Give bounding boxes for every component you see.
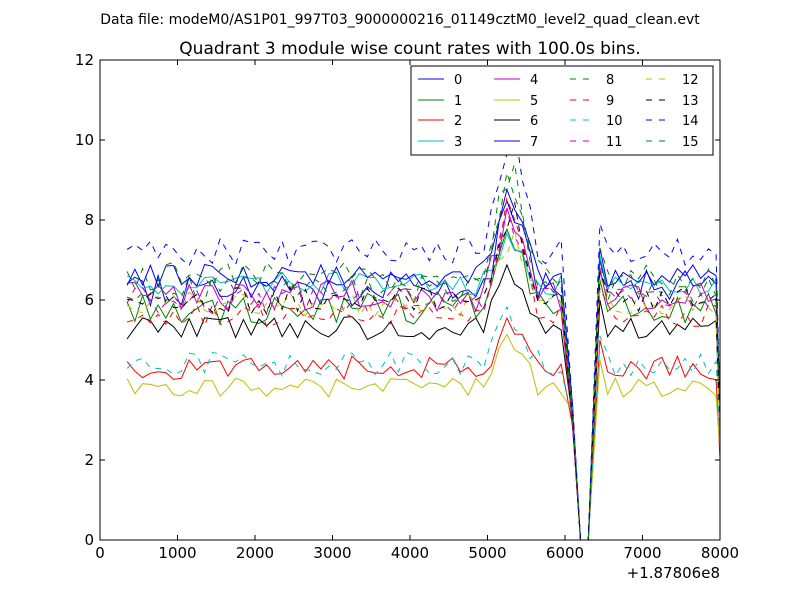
chart-title: Quadrant 3 module wise count rates with … (179, 39, 640, 59)
figure-suptitle: Data file: modeM0/AS1P01_997T03_90000002… (100, 12, 700, 28)
legend-label-2: 2 (454, 114, 462, 129)
series-line-7 (126, 187, 721, 541)
legend-label-8: 8 (606, 73, 614, 88)
series-layer (126, 127, 721, 541)
y-tick-label: 0 (84, 531, 94, 549)
series-line-3 (126, 232, 721, 541)
series-line-10 (126, 305, 721, 541)
legend-label-1: 1 (454, 94, 462, 109)
series-line-0 (126, 199, 721, 541)
y-tick-label: 12 (75, 51, 94, 69)
x-tick-label: 7000 (623, 544, 661, 562)
x-tick-label: 5000 (468, 544, 506, 562)
x-tick-label: 0 (95, 544, 105, 562)
legend-label-15: 15 (682, 135, 699, 150)
x-tick-label: 6000 (546, 544, 584, 562)
series-line-13 (127, 202, 721, 541)
series-line-15 (126, 163, 721, 541)
x-tick-label: 2000 (236, 544, 274, 562)
series-line-1 (126, 227, 721, 541)
series-line-6 (126, 263, 721, 541)
legend-label-9: 9 (606, 94, 614, 109)
y-tick-label: 6 (84, 291, 94, 309)
legend-label-12: 12 (682, 73, 699, 88)
legend-label-0: 0 (454, 73, 462, 88)
legend-label-6: 6 (530, 114, 538, 129)
legend-label-3: 3 (454, 135, 462, 150)
legend-label-13: 13 (682, 94, 699, 109)
legend-label-4: 4 (530, 73, 538, 88)
y-tick-label: 2 (84, 451, 94, 469)
legend-box (410, 65, 714, 156)
y-tick-label: 8 (84, 211, 94, 229)
legend-label-7: 7 (530, 135, 538, 150)
x-tick-label: 8000 (701, 544, 739, 562)
series-line-9 (126, 197, 721, 541)
legend-label-5: 5 (530, 94, 538, 109)
x-tick-label: 3000 (313, 544, 351, 562)
legend-label-10: 10 (606, 114, 623, 129)
series-line-2 (126, 316, 721, 541)
series-line-8 (126, 172, 721, 541)
series-line-14 (126, 127, 721, 541)
y-tick-label: 4 (84, 371, 94, 389)
x-tick-label: 4000 (391, 544, 429, 562)
x-offset-label: +1.87806e8 (627, 564, 720, 582)
x-tick-label: 1000 (158, 544, 196, 562)
series-line-5 (126, 333, 721, 541)
legend-label-14: 14 (682, 114, 699, 129)
ticks-layer: 0 1000 2000 3000 4000 5000 6000 7000 80000246810… (75, 51, 739, 562)
y-tick-label: 10 (75, 131, 94, 149)
legend-label-11: 11 (606, 135, 623, 150)
series-line-12 (126, 228, 721, 541)
